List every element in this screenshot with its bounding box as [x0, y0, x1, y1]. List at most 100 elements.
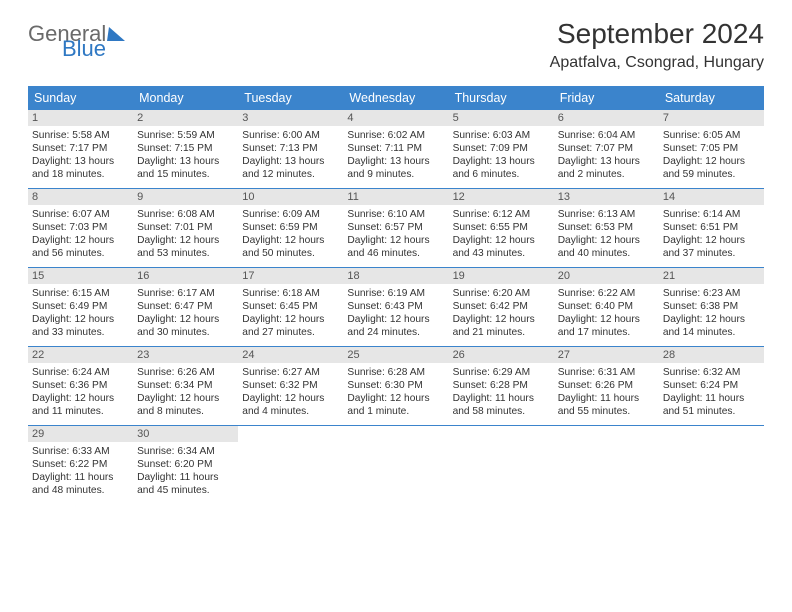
day-number: 3 — [238, 110, 343, 126]
day-number: 14 — [659, 189, 764, 205]
daylight-text: Daylight: 13 hours and 2 minutes. — [558, 155, 655, 181]
day-cell: 28Sunrise: 6:32 AMSunset: 6:24 PMDayligh… — [659, 347, 764, 425]
day-number: 4 — [343, 110, 448, 126]
day-number — [449, 426, 554, 442]
sunset-text: Sunset: 6:34 PM — [137, 379, 234, 392]
day-cell: 13Sunrise: 6:13 AMSunset: 6:53 PMDayligh… — [554, 189, 659, 267]
day-cell — [449, 426, 554, 504]
calendar: Sunday Monday Tuesday Wednesday Thursday… — [28, 86, 764, 504]
week-row: 29Sunrise: 6:33 AMSunset: 6:22 PMDayligh… — [28, 426, 764, 504]
day-cell: 3Sunrise: 6:00 AMSunset: 7:13 PMDaylight… — [238, 110, 343, 188]
sunrise-text: Sunrise: 6:24 AM — [32, 366, 129, 379]
header-row: General Blue September 2024 Apatfalva, C… — [28, 18, 764, 72]
sunset-text: Sunset: 6:45 PM — [242, 300, 339, 313]
day-cell: 26Sunrise: 6:29 AMSunset: 6:28 PMDayligh… — [449, 347, 554, 425]
sunrise-text: Sunrise: 6:03 AM — [453, 129, 550, 142]
sunset-text: Sunset: 6:22 PM — [32, 458, 129, 471]
sunrise-text: Sunrise: 6:07 AM — [32, 208, 129, 221]
day-number: 29 — [28, 426, 133, 442]
dayname-friday: Friday — [554, 86, 659, 110]
daylight-text: Daylight: 12 hours and 11 minutes. — [32, 392, 129, 418]
logo: General Blue — [28, 18, 126, 60]
sunrise-text: Sunrise: 6:29 AM — [453, 366, 550, 379]
day-number: 13 — [554, 189, 659, 205]
day-cell: 21Sunrise: 6:23 AMSunset: 6:38 PMDayligh… — [659, 268, 764, 346]
day-number: 20 — [554, 268, 659, 284]
day-number: 6 — [554, 110, 659, 126]
sunset-text: Sunset: 6:28 PM — [453, 379, 550, 392]
daylight-text: Daylight: 13 hours and 15 minutes. — [137, 155, 234, 181]
sunrise-text: Sunrise: 6:10 AM — [347, 208, 444, 221]
day-number: 17 — [238, 268, 343, 284]
logo-triangle-icon — [107, 27, 127, 41]
sunrise-text: Sunrise: 6:27 AM — [242, 366, 339, 379]
day-header-row: Sunday Monday Tuesday Wednesday Thursday… — [28, 86, 764, 110]
week-row: 1Sunrise: 5:58 AMSunset: 7:17 PMDaylight… — [28, 110, 764, 189]
sunrise-text: Sunrise: 6:23 AM — [663, 287, 760, 300]
day-cell: 16Sunrise: 6:17 AMSunset: 6:47 PMDayligh… — [133, 268, 238, 346]
day-cell: 9Sunrise: 6:08 AMSunset: 7:01 PMDaylight… — [133, 189, 238, 267]
sunset-text: Sunset: 7:07 PM — [558, 142, 655, 155]
sunrise-text: Sunrise: 6:05 AM — [663, 129, 760, 142]
daylight-text: Daylight: 13 hours and 9 minutes. — [347, 155, 444, 181]
daylight-text: Daylight: 11 hours and 58 minutes. — [453, 392, 550, 418]
day-number: 9 — [133, 189, 238, 205]
day-cell: 15Sunrise: 6:15 AMSunset: 6:49 PMDayligh… — [28, 268, 133, 346]
day-cell: 4Sunrise: 6:02 AMSunset: 7:11 PMDaylight… — [343, 110, 448, 188]
day-number: 27 — [554, 347, 659, 363]
sunset-text: Sunset: 6:32 PM — [242, 379, 339, 392]
week-row: 15 Sunrise: 6:15 AMSunset: 6:49 PM Dayligh… — [28, 268, 764, 347]
day-number: 7 — [659, 110, 764, 126]
sunset-text: Sunset: 6:38 PM — [663, 300, 760, 313]
daylight-text: Daylight: 12 hours and 8 minutes. — [137, 392, 234, 418]
sunrise-text: Sunrise: 5:58 AM — [32, 129, 129, 142]
daylight-text: Daylight: 12 hours and 53 minutes. — [137, 234, 234, 260]
daylight-text: Daylight: 12 hours and 56 minutes. — [32, 234, 129, 260]
day-cell: 10Sunrise: 6:09 AMSunset: 6:59 PMDayligh… — [238, 189, 343, 267]
daylight-text: Daylight: 11 hours and 48 minutes. — [32, 471, 129, 497]
day-number: 28 — [659, 347, 764, 363]
day-cell: 23Sunrise: 6:26 AMSunset: 6:34 PMDayligh… — [133, 347, 238, 425]
daylight-text: Daylight: 12 hours and 43 minutes. — [453, 234, 550, 260]
day-cell: 8Sunrise: 6:07 AMSunset: 7:03 PMDaylight… — [28, 189, 133, 267]
sunset-text: Sunset: 7:05 PM — [663, 142, 760, 155]
sunrise-text: Sunrise: 6:18 AM — [242, 287, 339, 300]
sunrise-text: Sunrise: 6:19 AM — [347, 287, 444, 300]
sunset-text: Sunset: 6:20 PM — [137, 458, 234, 471]
daylight-text: Daylight: 12 hours and 59 minutes. — [663, 155, 760, 181]
sunrise-text: Sunrise: 6:09 AM — [242, 208, 339, 221]
day-number: 12 — [449, 189, 554, 205]
day-number: 19 — [449, 268, 554, 284]
sunrise-text: Sunrise: 6:34 AM — [137, 445, 234, 458]
sunset-text: Sunset: 7:17 PM — [32, 142, 129, 155]
day-number: 18 — [343, 268, 448, 284]
sunset-text: Sunset: 6:42 PM — [453, 300, 550, 313]
sunset-text: Sunset: 6:30 PM — [347, 379, 444, 392]
daylight-text: Daylight: 12 hours and 21 minutes. — [453, 313, 550, 339]
dayname-sunday: Sunday — [28, 86, 133, 110]
sunrise-text: Sunrise: 6:20 AM — [453, 287, 550, 300]
day-cell: 20Sunrise: 6:22 AMSunset: 6:40 PMDayligh… — [554, 268, 659, 346]
day-cell: 2Sunrise: 5:59 AMSunset: 7:15 PMDaylight… — [133, 110, 238, 188]
daylight-text: Daylight: 12 hours and 27 minutes. — [242, 313, 339, 339]
daylight-text: Daylight: 12 hours and 30 minutes. — [137, 313, 234, 339]
day-number — [343, 426, 448, 442]
sunrise-text: Sunrise: 6:02 AM — [347, 129, 444, 142]
sunset-text: Sunset: 7:15 PM — [137, 142, 234, 155]
day-cell: 14Sunrise: 6:14 AMSunset: 6:51 PMDayligh… — [659, 189, 764, 267]
logo-blue-text: Blue — [62, 39, 126, 60]
weeks-container: 1Sunrise: 5:58 AMSunset: 7:17 PMDaylight… — [28, 110, 764, 504]
day-number: 15 — [28, 268, 133, 284]
sunrise-text: Sunrise: 6:15 AM — [32, 287, 129, 300]
sunset-text: Sunset: 6:57 PM — [347, 221, 444, 234]
day-number: 24 — [238, 347, 343, 363]
day-number: 2 — [133, 110, 238, 126]
day-number: 10 — [238, 189, 343, 205]
day-cell — [238, 426, 343, 504]
daylight-text: Daylight: 12 hours and 4 minutes. — [242, 392, 339, 418]
dayname-monday: Monday — [133, 86, 238, 110]
sunset-text: Sunset: 6:49 PM — [32, 300, 129, 313]
week-row: 22Sunrise: 6:24 AMSunset: 6:36 PMDayligh… — [28, 347, 764, 426]
sunrise-text: Sunrise: 6:17 AM — [137, 287, 234, 300]
daylight-text: Daylight: 12 hours and 14 minutes. — [663, 313, 760, 339]
